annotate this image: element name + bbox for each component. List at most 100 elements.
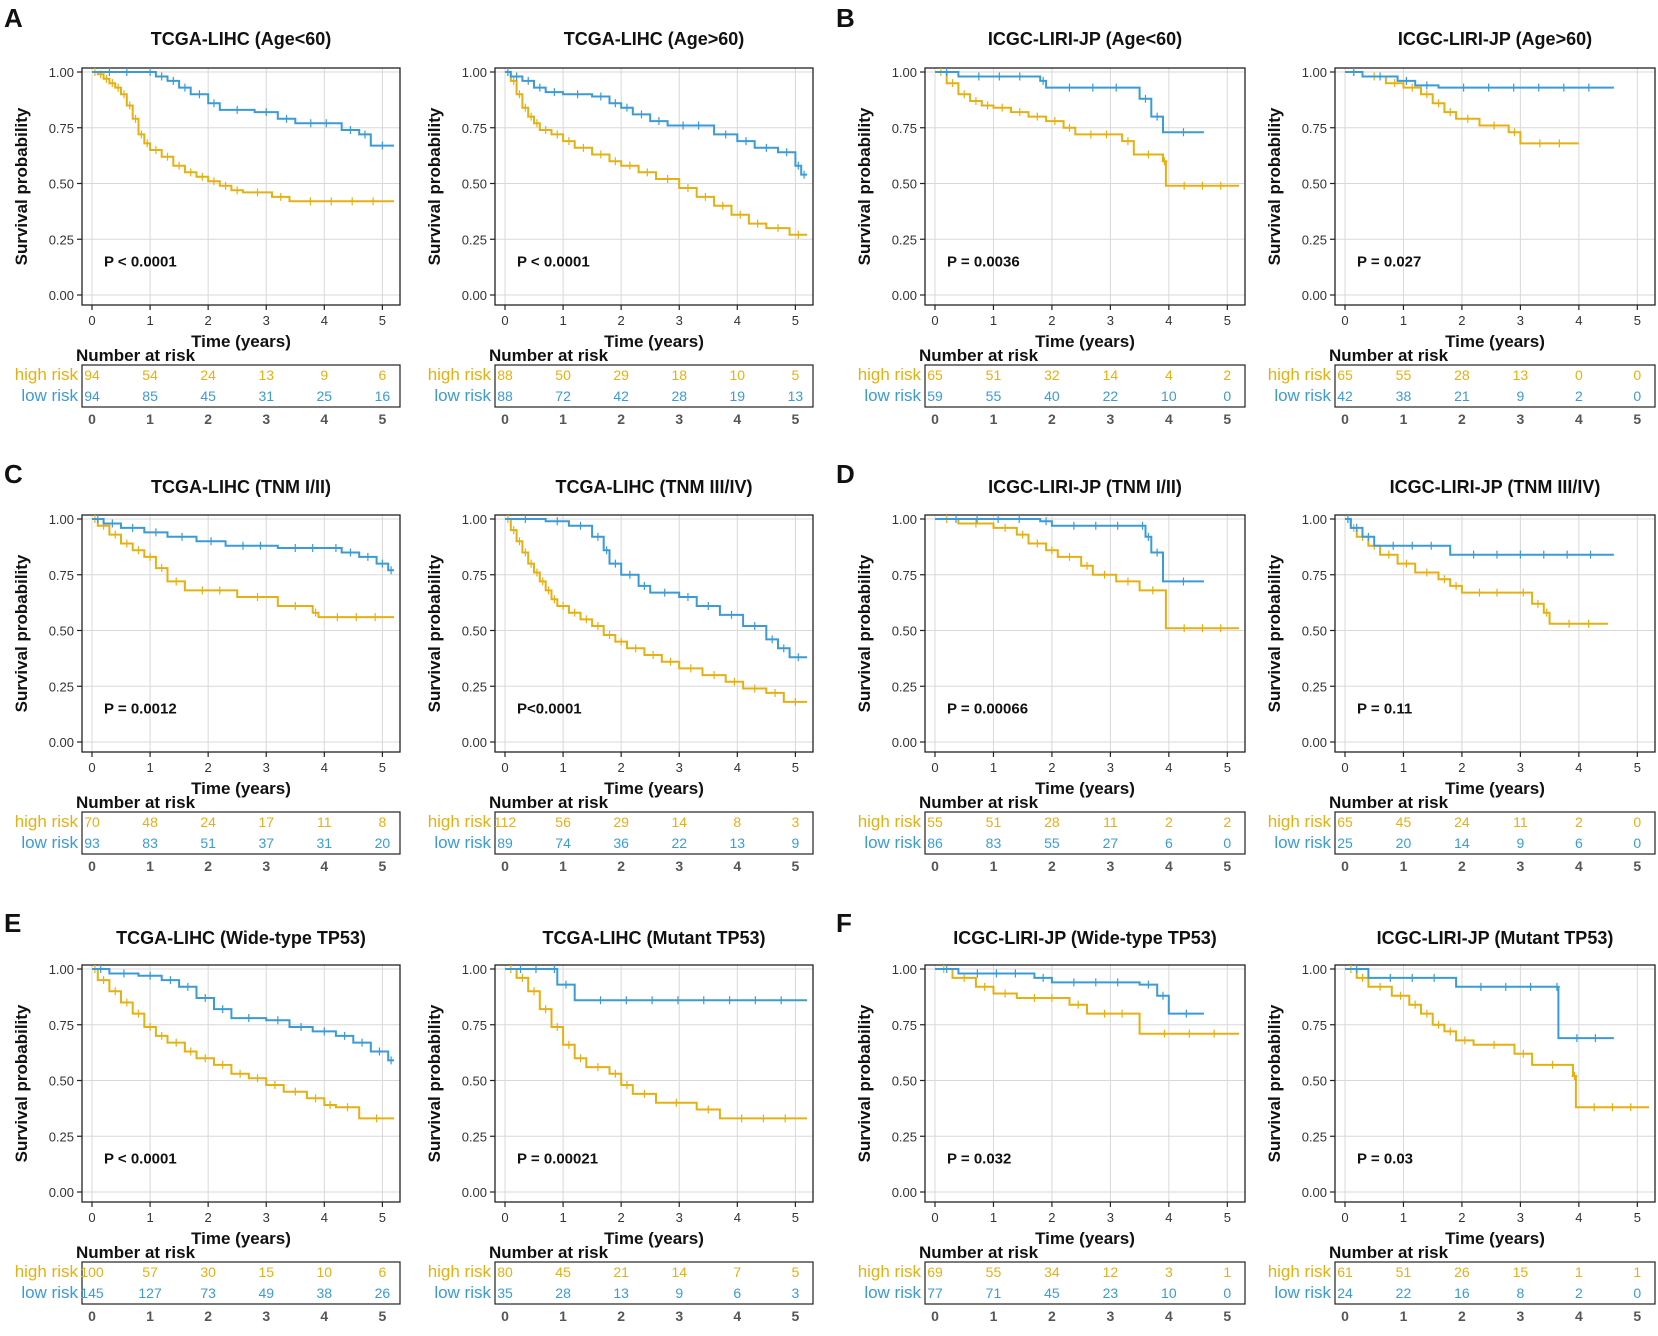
risk-table-x-tick: 0 bbox=[931, 1308, 939, 1324]
censor-mark bbox=[1609, 1103, 1616, 1112]
censor-mark bbox=[751, 622, 758, 631]
risk-count-cell: 2 bbox=[1575, 1285, 1583, 1301]
censor-mark bbox=[1517, 550, 1524, 559]
censor-mark bbox=[528, 112, 535, 121]
y-tick-label: 0.50 bbox=[462, 624, 487, 639]
censor-mark bbox=[1564, 550, 1571, 559]
x-tick-label: 3 bbox=[263, 760, 270, 775]
censor-mark bbox=[705, 601, 712, 610]
censor-mark bbox=[726, 996, 733, 1005]
risk-count-cell: 72 bbox=[555, 388, 571, 404]
x-axis-label: Time (years) bbox=[604, 332, 704, 351]
censor-mark bbox=[1034, 539, 1041, 548]
x-tick-label: 4 bbox=[321, 760, 328, 775]
censor-mark bbox=[1016, 72, 1023, 81]
censor-mark bbox=[1377, 72, 1384, 81]
risk-table-frame bbox=[924, 811, 1246, 855]
censor-mark bbox=[1051, 117, 1058, 126]
x-tick-label: 5 bbox=[1224, 1210, 1231, 1225]
censor-mark bbox=[364, 552, 371, 561]
risk-count-cell: 14 bbox=[671, 1264, 687, 1280]
risk-table-high-label: high risk bbox=[15, 1262, 79, 1281]
risk-table-title: Number at risk bbox=[76, 793, 196, 812]
censor-mark bbox=[1124, 137, 1131, 146]
risk-count-cell: 45 bbox=[1396, 814, 1412, 830]
censor-mark bbox=[1377, 982, 1384, 991]
risk-count-cell: 10 bbox=[1161, 388, 1177, 404]
censor-mark bbox=[743, 137, 750, 146]
x-tick-label: 0 bbox=[1341, 313, 1348, 328]
panel-letter-d: D bbox=[836, 459, 855, 489]
risk-table-low-label: low risk bbox=[1274, 833, 1331, 852]
low-risk-survival-curve bbox=[505, 71, 807, 176]
x-tick-label: 3 bbox=[263, 313, 270, 328]
risk-table-title: Number at risk bbox=[919, 793, 1039, 812]
censor-mark bbox=[975, 72, 982, 81]
censor-mark bbox=[327, 1101, 334, 1110]
risk-table-x-tick: 1 bbox=[559, 411, 567, 427]
risk-count-cell: 16 bbox=[1454, 1285, 1470, 1301]
risk-count-cell: 89 bbox=[497, 835, 513, 851]
censor-mark bbox=[379, 141, 386, 150]
censor-mark bbox=[961, 973, 968, 982]
y-tick-label: 1.00 bbox=[49, 962, 74, 977]
risk-count-cell: 17 bbox=[258, 814, 274, 830]
risk-table-high-label: high risk bbox=[15, 365, 79, 384]
risk-table-x-tick: 3 bbox=[262, 858, 270, 874]
risk-table-frame bbox=[1334, 811, 1656, 855]
x-tick-label: 5 bbox=[379, 1210, 386, 1225]
y-axis-label: Survival probability bbox=[855, 554, 874, 712]
censor-mark bbox=[626, 161, 633, 170]
plot-frame bbox=[1334, 67, 1656, 306]
plot-title: TCGA-LIHC (Age>60) bbox=[564, 29, 745, 49]
y-tick-label: 0.00 bbox=[462, 1185, 487, 1200]
y-tick-label: 0.75 bbox=[1302, 1018, 1327, 1033]
risk-count-cell: 13 bbox=[258, 367, 274, 383]
risk-table-high-label: high risk bbox=[1268, 365, 1332, 384]
censor-mark bbox=[210, 177, 217, 186]
censor-mark bbox=[1199, 181, 1206, 190]
censor-mark bbox=[1048, 993, 1055, 1002]
censor-mark bbox=[1423, 568, 1430, 577]
censor-mark bbox=[1566, 619, 1573, 628]
y-tick-label: 0.75 bbox=[49, 1018, 74, 1033]
risk-table-x-tick: 0 bbox=[501, 411, 509, 427]
risk-table-x-tick: 0 bbox=[1341, 1308, 1349, 1324]
p-value-annotation: P < 0.0001 bbox=[104, 1151, 177, 1168]
risk-count-cell: 32 bbox=[1044, 367, 1060, 383]
risk-table-x-tick: 5 bbox=[791, 858, 799, 874]
p-value-annotation: P<0.0001 bbox=[517, 701, 582, 718]
risk-table-x-tick: 0 bbox=[88, 1308, 96, 1324]
risk-count-cell: 31 bbox=[258, 388, 274, 404]
risk-table-frame bbox=[924, 364, 1246, 408]
risk-count-cell: 9 bbox=[675, 1285, 683, 1301]
censor-mark bbox=[1520, 588, 1527, 597]
censor-mark bbox=[147, 971, 154, 980]
risk-table-x-tick: 1 bbox=[146, 411, 154, 427]
censor-mark bbox=[123, 998, 130, 1007]
censor-mark bbox=[623, 1080, 630, 1089]
censor-mark bbox=[1066, 123, 1073, 132]
plot-frame bbox=[494, 964, 814, 1203]
censor-mark bbox=[1510, 83, 1517, 92]
y-tick-label: 0.75 bbox=[892, 1018, 917, 1033]
risk-count-cell: 88 bbox=[497, 367, 513, 383]
risk-table-title: Number at risk bbox=[489, 1243, 609, 1262]
risk-table-title: Number at risk bbox=[1329, 346, 1449, 365]
censor-mark bbox=[1385, 550, 1392, 559]
censor-mark bbox=[1543, 608, 1550, 617]
risk-table-x-tick: 0 bbox=[1341, 858, 1349, 874]
km-panel-b-right: ICGC-LIRI-JP (Age>60) 0.00 0.25 0.50 0.75 1.0… bbox=[1265, 29, 1656, 427]
plot-title: ICGC-LIRI-JP (Age<60) bbox=[988, 29, 1182, 49]
censor-mark bbox=[754, 219, 761, 228]
censor-mark bbox=[123, 68, 130, 76]
x-tick-label: 5 bbox=[379, 760, 386, 775]
risk-table-frame bbox=[924, 1261, 1246, 1305]
x-tick-label: 3 bbox=[676, 760, 683, 775]
censor-mark bbox=[638, 110, 645, 119]
risk-count-cell: 6 bbox=[378, 1264, 386, 1280]
y-tick-label: 1.00 bbox=[462, 962, 487, 977]
censor-mark bbox=[1447, 108, 1454, 117]
censor-mark bbox=[1180, 577, 1187, 586]
risk-count-cell: 5 bbox=[791, 1264, 799, 1280]
